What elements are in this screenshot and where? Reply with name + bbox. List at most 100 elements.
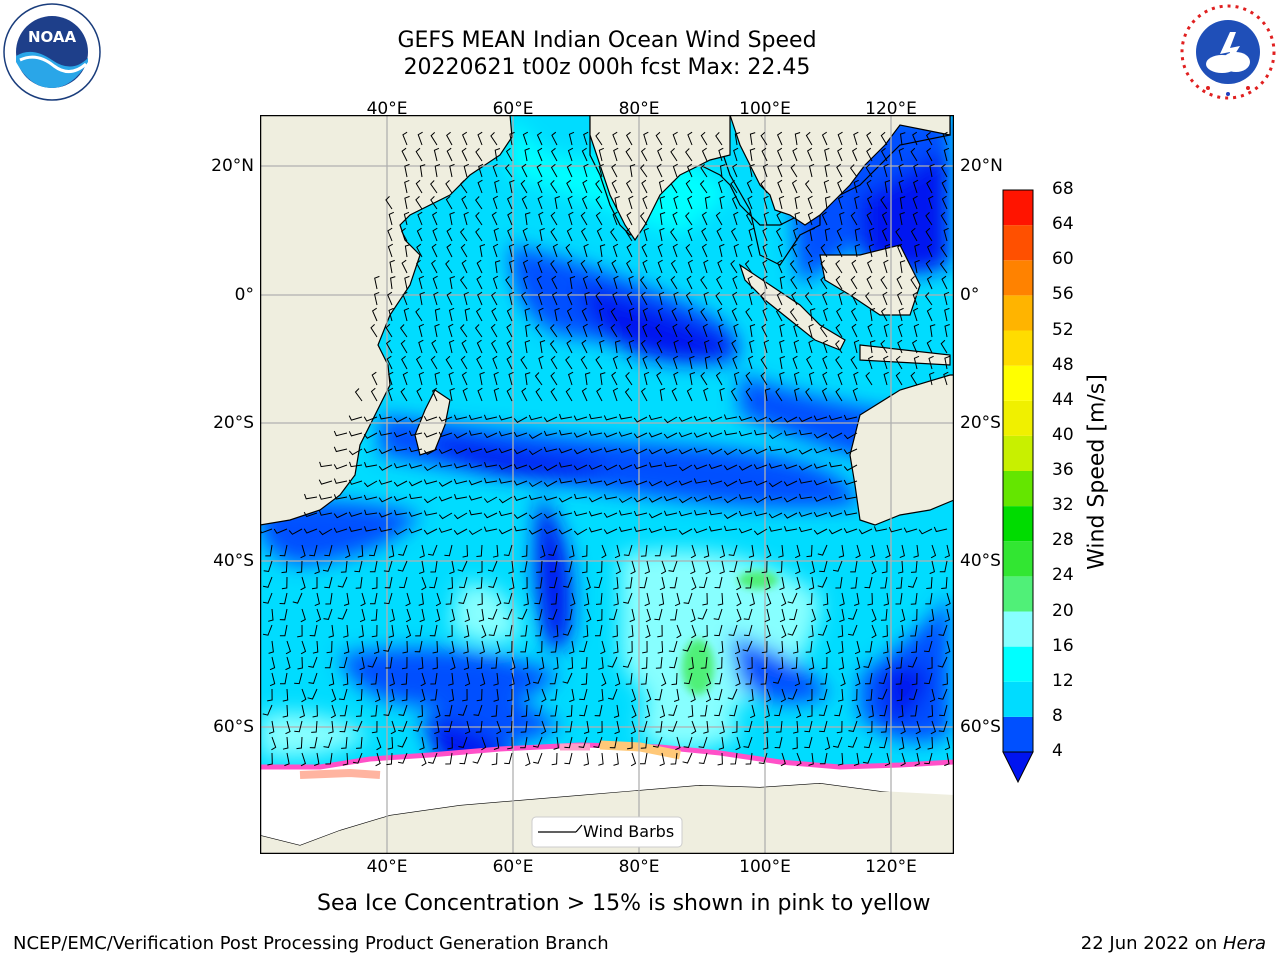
wind-barb (924, 672, 933, 685)
wind-barb (573, 510, 588, 517)
wind-barb (914, 259, 920, 274)
wind-barb (551, 131, 558, 146)
wind-barb (483, 526, 498, 532)
wind-barb (374, 291, 380, 306)
wind-barb (927, 656, 933, 670)
wind-barb (430, 560, 438, 573)
wind-barb (554, 307, 560, 322)
wind-barb (520, 736, 528, 749)
wind-barb (468, 528, 483, 536)
wind-barb (699, 640, 708, 653)
wind-barb (536, 560, 543, 573)
wind-barb (869, 340, 876, 354)
wind-barb (595, 196, 603, 210)
wind-barb (402, 371, 408, 386)
wind-barb (625, 131, 633, 146)
wind-barb (378, 496, 393, 503)
wind-barb (789, 308, 798, 322)
wind-barb (520, 624, 528, 637)
wind-barb (895, 355, 903, 370)
wind-barb (309, 736, 318, 749)
wind-barb (898, 704, 904, 718)
wind-barb (719, 195, 725, 210)
right-lat-tick: 60°S (960, 717, 1001, 737)
wind-barb (594, 576, 603, 589)
wind-barb (583, 592, 590, 606)
wind-barb (423, 528, 438, 535)
wind-barb (502, 608, 513, 620)
wind-barb (476, 576, 483, 589)
wind-barb (459, 752, 468, 765)
wind-barb (550, 147, 558, 162)
wind-barb (573, 415, 588, 421)
wind-barb (573, 464, 588, 471)
wind-barb (423, 448, 438, 455)
wind-barb (506, 323, 513, 338)
wind-barb (871, 624, 877, 639)
wind-barb (663, 496, 678, 502)
wind-barb (761, 147, 768, 162)
wind-barb (573, 528, 588, 536)
wind-barb (761, 560, 768, 574)
colorbar-tick-label: 36 (1052, 460, 1074, 480)
wind-barb (610, 228, 618, 242)
wind-barb (339, 720, 348, 733)
wind-barb (390, 720, 396, 735)
wind-barb (798, 416, 813, 423)
wind-barb (304, 493, 318, 500)
wind-barb (907, 656, 918, 668)
wind-barb (915, 720, 921, 735)
wind-barb (461, 371, 468, 386)
wind-barb (719, 164, 726, 178)
wind-barb (866, 211, 873, 226)
wind-barb (685, 324, 693, 338)
wind-barb (745, 387, 753, 402)
wind-barb (543, 495, 558, 501)
wind-barb (672, 131, 678, 146)
wind-barb (333, 478, 348, 484)
wind-barb (806, 147, 813, 162)
wind-barb (520, 179, 528, 194)
wind-barb (789, 260, 798, 274)
wind-barb (847, 736, 858, 748)
wind-barb (669, 576, 678, 589)
wind-barb (813, 463, 828, 469)
wind-barb (311, 720, 318, 733)
wind-barb (324, 656, 333, 669)
wind-barb (730, 260, 738, 274)
wind-barb (461, 259, 468, 274)
wind-barb (521, 291, 528, 306)
wind-barb (612, 131, 618, 146)
wind-barb (525, 672, 531, 687)
wind-barb (719, 387, 725, 402)
wind-barb (783, 430, 798, 436)
wind-barb (657, 640, 664, 654)
wind-barb (717, 752, 723, 766)
wind-barb (402, 640, 408, 654)
wind-barb (537, 179, 543, 194)
wind-barb (836, 720, 843, 734)
wind-barb (703, 720, 709, 734)
wind-barb (795, 576, 801, 591)
wind-barb (843, 448, 858, 455)
wind-barb (778, 544, 784, 558)
wind-barb (668, 704, 678, 716)
wind-barb (417, 211, 423, 226)
wind-barb (328, 720, 334, 734)
wind-barb (780, 752, 786, 767)
wind-barb (579, 704, 588, 717)
wind-barb (463, 211, 469, 226)
wind-barb (732, 163, 738, 178)
wind-barb (813, 415, 828, 421)
top-lon-tick: 120°E (865, 99, 917, 119)
wind-barb (926, 275, 933, 290)
wind-barb (536, 163, 543, 178)
wind-barb (550, 704, 558, 717)
wind-barb (941, 275, 948, 290)
wind-barb (513, 448, 528, 455)
wind-barb (597, 323, 604, 338)
wind-barb (820, 672, 828, 685)
wind-barb (263, 560, 273, 573)
wind-barb (476, 656, 483, 670)
wind-barb (543, 528, 558, 535)
